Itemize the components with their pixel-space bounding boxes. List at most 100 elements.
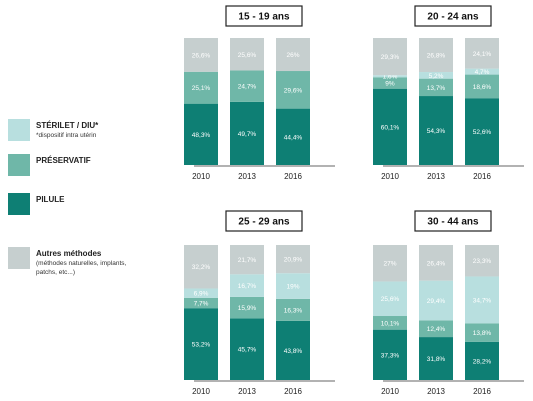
bar-segment-autres [465,245,499,277]
data-label: 26,6% [192,52,211,59]
bar-segment-preservatif [230,70,264,102]
chart-panel-0: 15 - 19 ans 48,3% 25,1% 26,6% 2010 49,7% 24,7%… [184,5,335,181]
x-tick-label: 2010 [192,172,210,181]
bar-segment-preservatif [184,71,218,104]
chart-title-box [225,5,303,27]
bar-segment-preservatif [230,296,264,319]
data-label: 25,1% [192,85,211,92]
data-label: 54,3% [427,128,446,135]
bar-segment-sterilet [465,68,499,75]
data-label: 26% [286,52,299,59]
data-label: 31,8% [427,356,446,363]
data-label: 12,4% [427,326,446,333]
bar-segment-pilule [276,320,310,380]
bar-segment-pilule [373,329,407,380]
bar-segment-preservatif [373,316,407,330]
chart-title-box [225,210,303,232]
bar-segment-preservatif [276,71,310,109]
data-label: 34,7% [473,297,492,304]
chart-title: 15 - 19 ans [238,12,290,23]
x-tick-label: 2010 [192,387,210,396]
chart-panel-2: 25 - 29 ans 53,2% 7,7% 6,9% 32,2% 2010 45,7% 15… [184,210,335,396]
data-label: 19% [286,284,299,291]
data-label: 25,6% [238,52,257,59]
x-tick-label: 2016 [284,172,302,181]
data-label: 16,7% [238,283,257,290]
data-label: 13,8% [473,330,492,337]
bar-segment-autres [184,245,218,289]
legend-label: STÉRILET / DIU* [36,121,99,130]
data-label: 49,7% [238,131,257,138]
x-tick-label: 2016 [473,172,491,181]
bar-segment-autres [184,38,218,72]
data-label: 60,1% [381,124,400,131]
x-tick-label: 2013 [427,387,445,396]
data-label: 29,3% [381,54,400,61]
data-label: 24,1% [473,51,492,58]
data-label: 48,3% [192,132,211,139]
data-label: 21,7% [238,257,257,264]
bar-segment-autres [230,245,264,275]
bar-segment-autres [373,38,407,76]
data-label: 7,7% [194,300,209,307]
bar-segment-preservatif [465,74,499,99]
legend-swatch-pilule [8,193,30,215]
x-tick-label: 2016 [473,387,491,396]
bar-segment-preservatif [419,78,453,97]
bar-segment-sterilet [373,281,407,317]
data-label: 10,1% [381,320,400,327]
bar-segment-pilule [373,88,407,165]
x-tick-label: 2013 [238,387,256,396]
data-label: 26,8% [427,53,446,60]
data-label: 24,7% [238,84,257,91]
legend-note: *dispositif intra utérin [36,132,97,139]
data-label: 1,6% [383,74,398,81]
chart-title: 25 - 29 ans [238,217,290,228]
legend-label: Autres méthodes [36,249,102,258]
chart-title: 20 - 24 ans [427,12,479,23]
bar-segment-pilule [184,103,218,165]
data-label: 25,6% [381,296,400,303]
bar-segment-autres [419,245,453,281]
data-label: 26,4% [427,260,446,267]
bar-segment-pilule [465,341,499,380]
bar-segment-pilule [419,96,453,165]
x-tick-label: 2013 [238,172,256,181]
bar-segment-preservatif [419,320,453,338]
data-label: 18,6% [473,84,492,91]
legend-swatch-autres [8,247,30,269]
bar-segment-autres [276,245,310,274]
legend-label: PRÉSERVATIF [36,156,91,165]
bar-segment-sterilet [230,274,264,297]
x-tick-label: 2010 [381,387,399,396]
legend-note: (méthodes naturelles, implants, patchs, … [36,260,127,276]
bar-segment-sterilet [419,72,453,79]
bar-segment-pilule [184,308,218,380]
bar-segment-sterilet [373,75,407,78]
bar-segment-autres [276,38,310,72]
bar-segment-sterilet [465,276,499,324]
bar-segment-autres [230,38,264,71]
bar-segment-autres [373,245,407,282]
data-label: 29,4% [427,298,446,305]
data-label: 6,9% [194,291,209,298]
chart-title-box [414,5,492,27]
bar-segment-preservatif [184,297,218,309]
bar-segment-sterilet [184,288,218,298]
data-label: 53,2% [192,342,211,349]
chart-panel-1: 20 - 24 ans 60,1% 9%1,6% 29,3% 2010 54,3% 13,7… [373,5,524,181]
bar-segment-autres [465,38,499,69]
data-label: 13,7% [427,85,446,92]
data-label: 9% [385,80,395,87]
bar-segment-sterilet [419,280,453,321]
data-label: 37,3% [381,352,400,359]
data-label: 5,2% [429,73,444,80]
bar-segment-pilule [276,108,310,165]
data-label: 15,9% [238,305,257,312]
data-label: 32,2% [192,264,211,271]
data-label: 4,7% [475,69,490,76]
bar-segment-pilule [465,98,499,165]
bar-segment-autres [419,38,453,73]
data-label: 16,3% [284,307,303,314]
